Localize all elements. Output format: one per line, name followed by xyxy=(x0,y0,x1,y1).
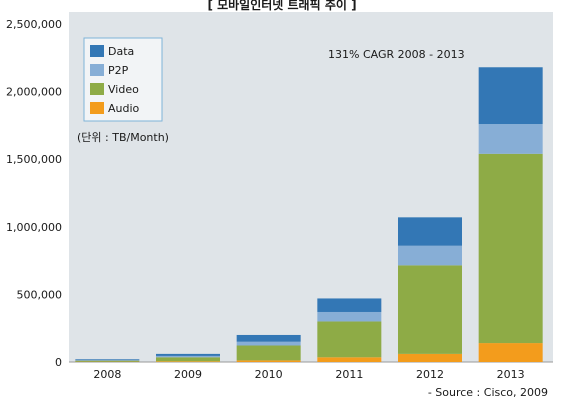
bar-audio-2011 xyxy=(317,357,382,362)
bar-audio-2012 xyxy=(398,353,462,362)
legend-swatch-video xyxy=(90,83,104,95)
bar-p2p-2013 xyxy=(478,124,543,154)
bar-video-2008 xyxy=(75,360,140,362)
legend-swatch-audio xyxy=(90,102,104,114)
x-tick-label: 2011 xyxy=(335,368,363,381)
legend-label-audio: Audio xyxy=(108,102,140,115)
legend-label-p2p: P2P xyxy=(108,64,129,77)
unit-label: (단위 : TB/Month) xyxy=(77,131,169,144)
x-tick-label: 2008 xyxy=(93,368,121,381)
bar-p2p-2010 xyxy=(236,341,301,346)
x-tick-label: 2013 xyxy=(497,368,525,381)
bar-video-2013 xyxy=(478,153,543,344)
bar-p2p-2011 xyxy=(317,311,382,322)
y-tick-label: 1,000,000 xyxy=(6,221,62,234)
bar-data-2012 xyxy=(398,217,462,246)
bar-video-2011 xyxy=(317,321,382,358)
legend-swatch-p2p xyxy=(90,64,104,76)
y-tick-label: 2,500,000 xyxy=(6,18,62,31)
bar-data-2013 xyxy=(478,67,543,125)
bar-p2p-2009 xyxy=(156,355,220,358)
chart-title: [ 모바일인터넷 트래픽 추이 ] xyxy=(207,0,357,12)
x-axis: 2008 2009 2010 2011 2012 2013 xyxy=(93,368,524,381)
legend-swatch-data xyxy=(90,45,104,57)
bar-audio-2009 xyxy=(156,361,220,362)
bars xyxy=(75,67,543,362)
y-tick-label: 1,500,000 xyxy=(6,153,62,166)
y-tick-label: 2,000,000 xyxy=(6,86,62,99)
y-axis: 0 500,000 1,000,000 1,500,000 2,000,000 2,500… xyxy=(6,18,62,369)
y-tick-label: 500,000 xyxy=(17,288,63,301)
bar-data-2008 xyxy=(75,359,140,361)
x-tick-label: 2010 xyxy=(255,368,283,381)
cagr-annotation: 131% CAGR 2008 - 2013 xyxy=(328,48,465,61)
bar-p2p-2012 xyxy=(398,245,462,266)
bar-video-2012 xyxy=(398,265,462,354)
bar-audio-2010 xyxy=(236,360,301,362)
bar-data-2010 xyxy=(236,334,301,342)
bar-video-2010 xyxy=(236,345,301,361)
source-note: - Source : Cisco, 2009 xyxy=(427,386,548,399)
bar-audio-2013 xyxy=(478,343,543,362)
bar-data-2009 xyxy=(156,353,220,356)
x-tick-label: 2009 xyxy=(174,368,202,381)
bar-data-2011 xyxy=(317,298,382,312)
bar-video-2009 xyxy=(156,357,220,362)
y-tick-label: 0 xyxy=(55,356,62,369)
x-tick-label: 2012 xyxy=(416,368,444,381)
legend: Data P2P Video Audio xyxy=(83,37,163,122)
legend-label-data: Data xyxy=(108,45,134,58)
legend-label-video: Video xyxy=(108,83,139,96)
